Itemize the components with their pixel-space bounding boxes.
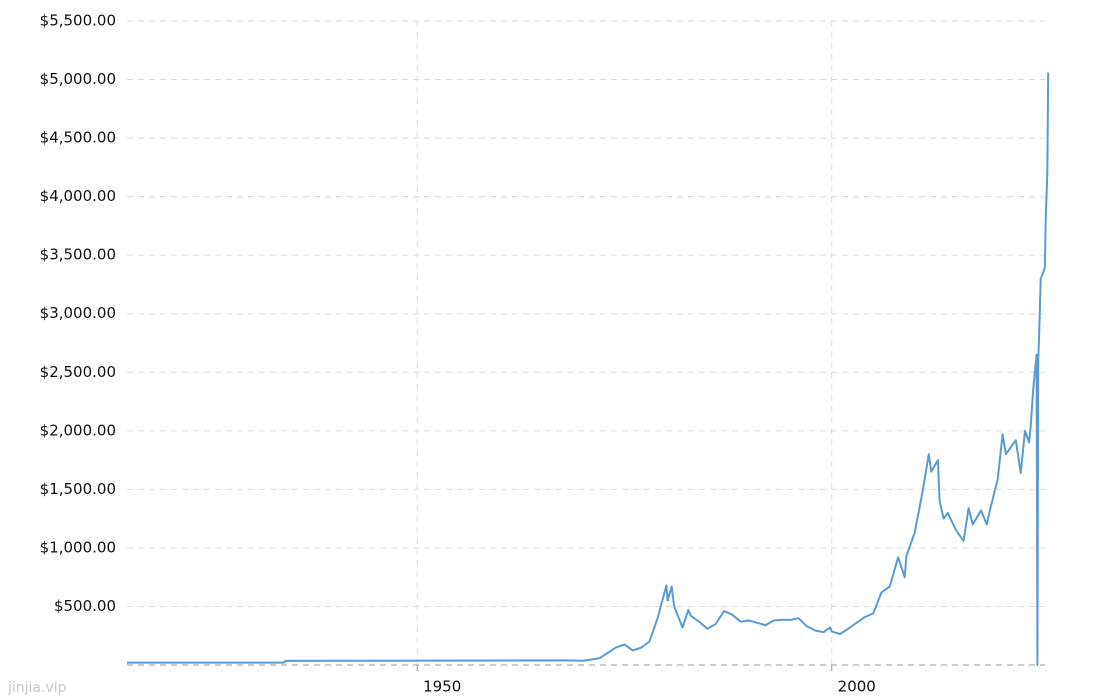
y-tick-label: $500.00: [54, 597, 116, 615]
price-line: [127, 72, 1050, 666]
x-tick-label: 2000: [838, 678, 876, 696]
y-tick-label: $1,500.00: [40, 480, 116, 498]
y-tick-label: $2,500.00: [40, 363, 116, 381]
y-tick-label: $5,500.00: [40, 12, 116, 30]
y-tick-label: $1,000.00: [40, 538, 116, 556]
y-tick-label: $3,000.00: [40, 304, 116, 322]
x-tick-label: 1950: [423, 678, 461, 696]
watermark: jinjia.vip: [7, 680, 67, 696]
y-tick-label: $4,000.00: [40, 187, 116, 205]
y-tick-label: $4,500.00: [40, 129, 116, 147]
y-tick-label: $2,000.00: [40, 421, 116, 439]
y-tick-label: $5,000.00: [40, 70, 116, 88]
y-tick-label: $3,500.00: [40, 246, 116, 264]
